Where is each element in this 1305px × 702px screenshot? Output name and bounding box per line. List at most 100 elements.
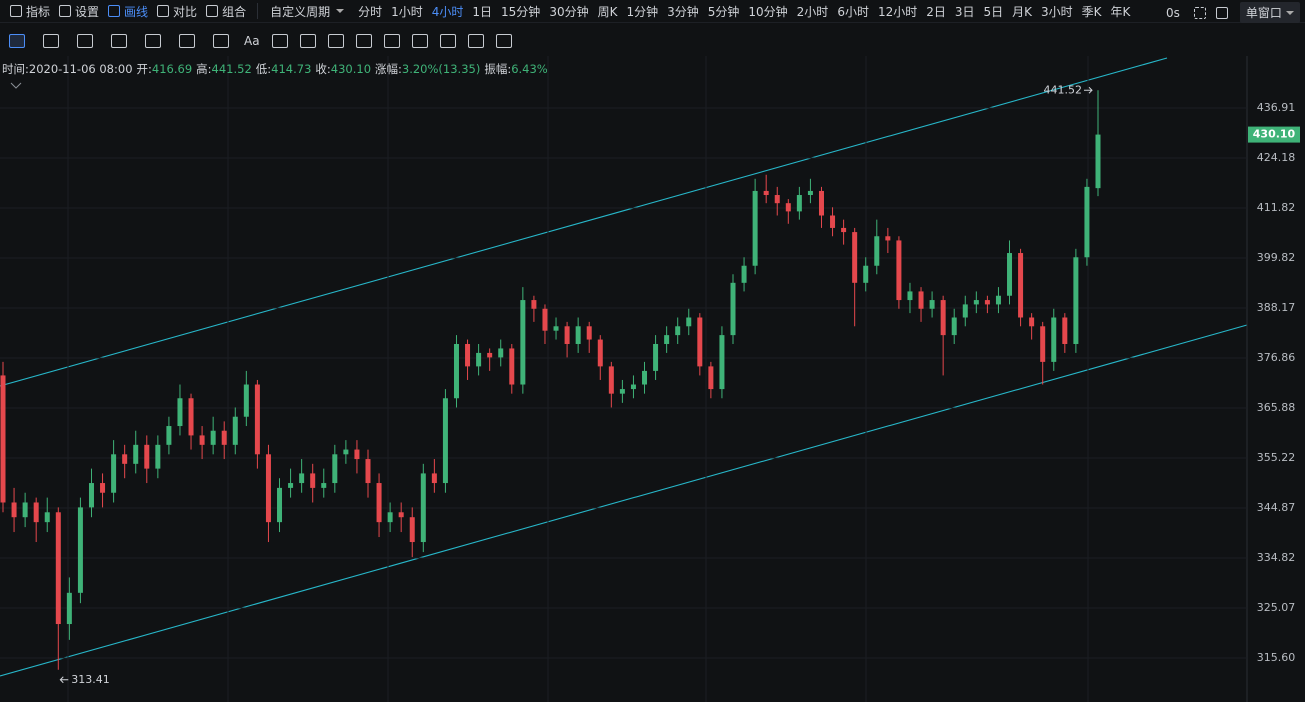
info-label: 高: [196,62,212,76]
candle-body [11,502,17,518]
period-button[interactable]: 15分钟 [501,4,541,19]
candle-body [354,449,360,460]
tool-button[interactable]: 对比 [157,3,197,20]
candle-body [310,473,316,488]
candle-body [44,512,50,523]
draw-tool[interactable] [383,34,400,48]
draw-tool[interactable] [145,34,161,48]
popout-icon[interactable] [1215,6,1228,19]
top-toolbar: 指标 设置 画线 对比 组合 自定义周期 分时 1小时 4小时 1日 15分钟 30分钟 周K 1分钟 3分… [0,0,1305,23]
candle-body [608,366,614,394]
draw-tool[interactable] [495,34,512,48]
period-button[interactable]: 月K [1012,4,1033,19]
candle-body [288,483,294,488]
candle-body [100,483,106,493]
period-button[interactable]: 1分钟 [626,4,659,19]
draw-tool[interactable] [355,34,372,48]
period-button[interactable]: 2日 [926,4,946,19]
period-button[interactable]: 3日 [954,4,975,19]
text-tool[interactable]: Aa [244,34,260,48]
period-button[interactable]: 3分钟 [667,4,699,19]
custom-period[interactable]: 自定义周期 [270,3,345,20]
candle-body [343,449,349,455]
candle-body [22,502,28,518]
tool-button[interactable]: 设置 [59,3,99,20]
candle-body [133,444,139,464]
period-button[interactable]: 1小时 [391,4,423,19]
info-label: 开: [136,62,152,76]
period-button[interactable]: 分时 [358,4,383,19]
period-button[interactable]: 6小时 [837,4,869,19]
candle-body [1007,253,1013,296]
period-button[interactable]: 季K [1081,4,1102,19]
candle-body [144,444,150,469]
draw-tool[interactable] [43,34,59,48]
draw-tool[interactable] [327,34,344,48]
y-tick-label: 388.17 [1257,301,1296,314]
candle-body [420,473,426,543]
candle-body [77,507,83,593]
window-select[interactable]: 单窗口 [1239,2,1300,23]
candle-body [166,426,172,445]
candle-body [442,398,448,484]
candle-body [0,375,6,503]
last-price-label: 430.10 [1253,128,1296,141]
period-button[interactable]: 30分钟 [549,4,589,19]
custom-label: 自定义周期 [270,4,331,19]
tool-button[interactable]: 组合 [206,3,246,20]
candle-body [1095,134,1101,189]
draw-tool[interactable] [467,34,484,48]
info-value: 430.10 [330,62,372,76]
candle-body [155,444,161,469]
y-tick-label: 325.07 [1257,601,1296,614]
draw-tool[interactable] [77,34,93,48]
candle-body [1073,257,1079,344]
candle-body [708,366,714,390]
period-button[interactable]: 周K [597,4,618,19]
candle-body [199,435,205,445]
candle-body [365,459,371,484]
info-value: 2020-11-06 08:00 [28,62,133,76]
window-label: 单窗口 [1245,6,1282,20]
draw-tool[interactable] [271,34,288,48]
y-tick-label: 424.18 [1257,151,1296,164]
candle-body [465,343,471,367]
candle-body [88,483,94,508]
period-button[interactable]: 4小时 [431,4,464,19]
tool-label: 组合 [222,4,247,19]
candle-body [177,398,183,427]
info-label: 振幅: [484,62,512,76]
tool-button[interactable]: 指标 [10,3,50,20]
period-button[interactable]: 2小时 [796,4,829,19]
draw-tool[interactable] [299,34,316,48]
candle-body [785,203,791,212]
crosshair-tool[interactable] [9,34,25,48]
draw-tool[interactable] [411,34,428,48]
draw-tool[interactable] [213,34,229,48]
tool-label: 设置 [75,4,100,19]
period-button[interactable]: 5分钟 [707,4,740,19]
period-button[interactable]: 1日 [472,4,493,19]
draw-tool[interactable] [439,34,456,48]
collapse-icon[interactable] [10,82,22,89]
tool-icon [157,5,170,17]
tool-icon [206,5,219,17]
candle-body [874,236,880,266]
candle-body [575,326,581,344]
draw-tool[interactable] [179,34,195,48]
candle-body [1040,326,1046,362]
period-button[interactable]: 12小时 [877,4,918,19]
period-button[interactable]: 5日 [983,4,1004,19]
candle-body [542,308,548,331]
period-button[interactable]: 10分钟 [748,4,788,19]
fullscreen-icon[interactable] [1193,6,1206,19]
period-button[interactable]: 年K [1110,4,1131,19]
draw-tool[interactable] [111,34,127,48]
candle-body [398,512,404,518]
candle-body [509,348,515,385]
candle-body [243,384,249,417]
period-button[interactable]: 3小时 [1041,4,1073,19]
candle-body [1018,253,1024,318]
tool-button[interactable]: 画线 [108,3,148,20]
